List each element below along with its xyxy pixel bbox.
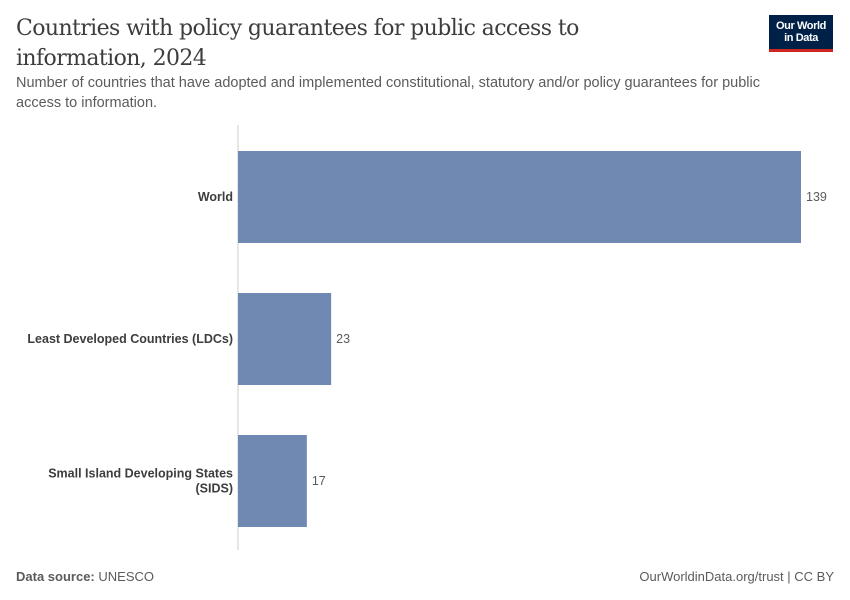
logo-line-2: in Data (784, 32, 818, 44)
logo-line-1: Our World (776, 20, 826, 32)
category-label: (SIDS) (196, 482, 234, 496)
category-label: Small Island Developing States (48, 467, 233, 481)
chart-subtitle: Number of countries that have adopted an… (16, 75, 760, 111)
data-label: 139 (806, 190, 827, 204)
category-label: World (198, 190, 233, 204)
data-source: Data source: UNESCO (16, 569, 154, 584)
chart-title: Countries with policy guarantees for pub… (16, 16, 579, 71)
category-label: Least Developed Countries (LDCs) (27, 332, 233, 346)
data-label: 23 (336, 332, 350, 346)
bar (238, 435, 307, 527)
source-label: Data source: (16, 569, 95, 584)
owid-logo[interactable]: Our World in Data (769, 15, 833, 52)
bar (238, 293, 332, 385)
license-link[interactable]: OurWorldinData.org/trust | CC BY (639, 569, 834, 584)
bar (238, 151, 801, 243)
source-value[interactable]: UNESCO (98, 569, 154, 584)
data-label: 17 (312, 474, 326, 488)
